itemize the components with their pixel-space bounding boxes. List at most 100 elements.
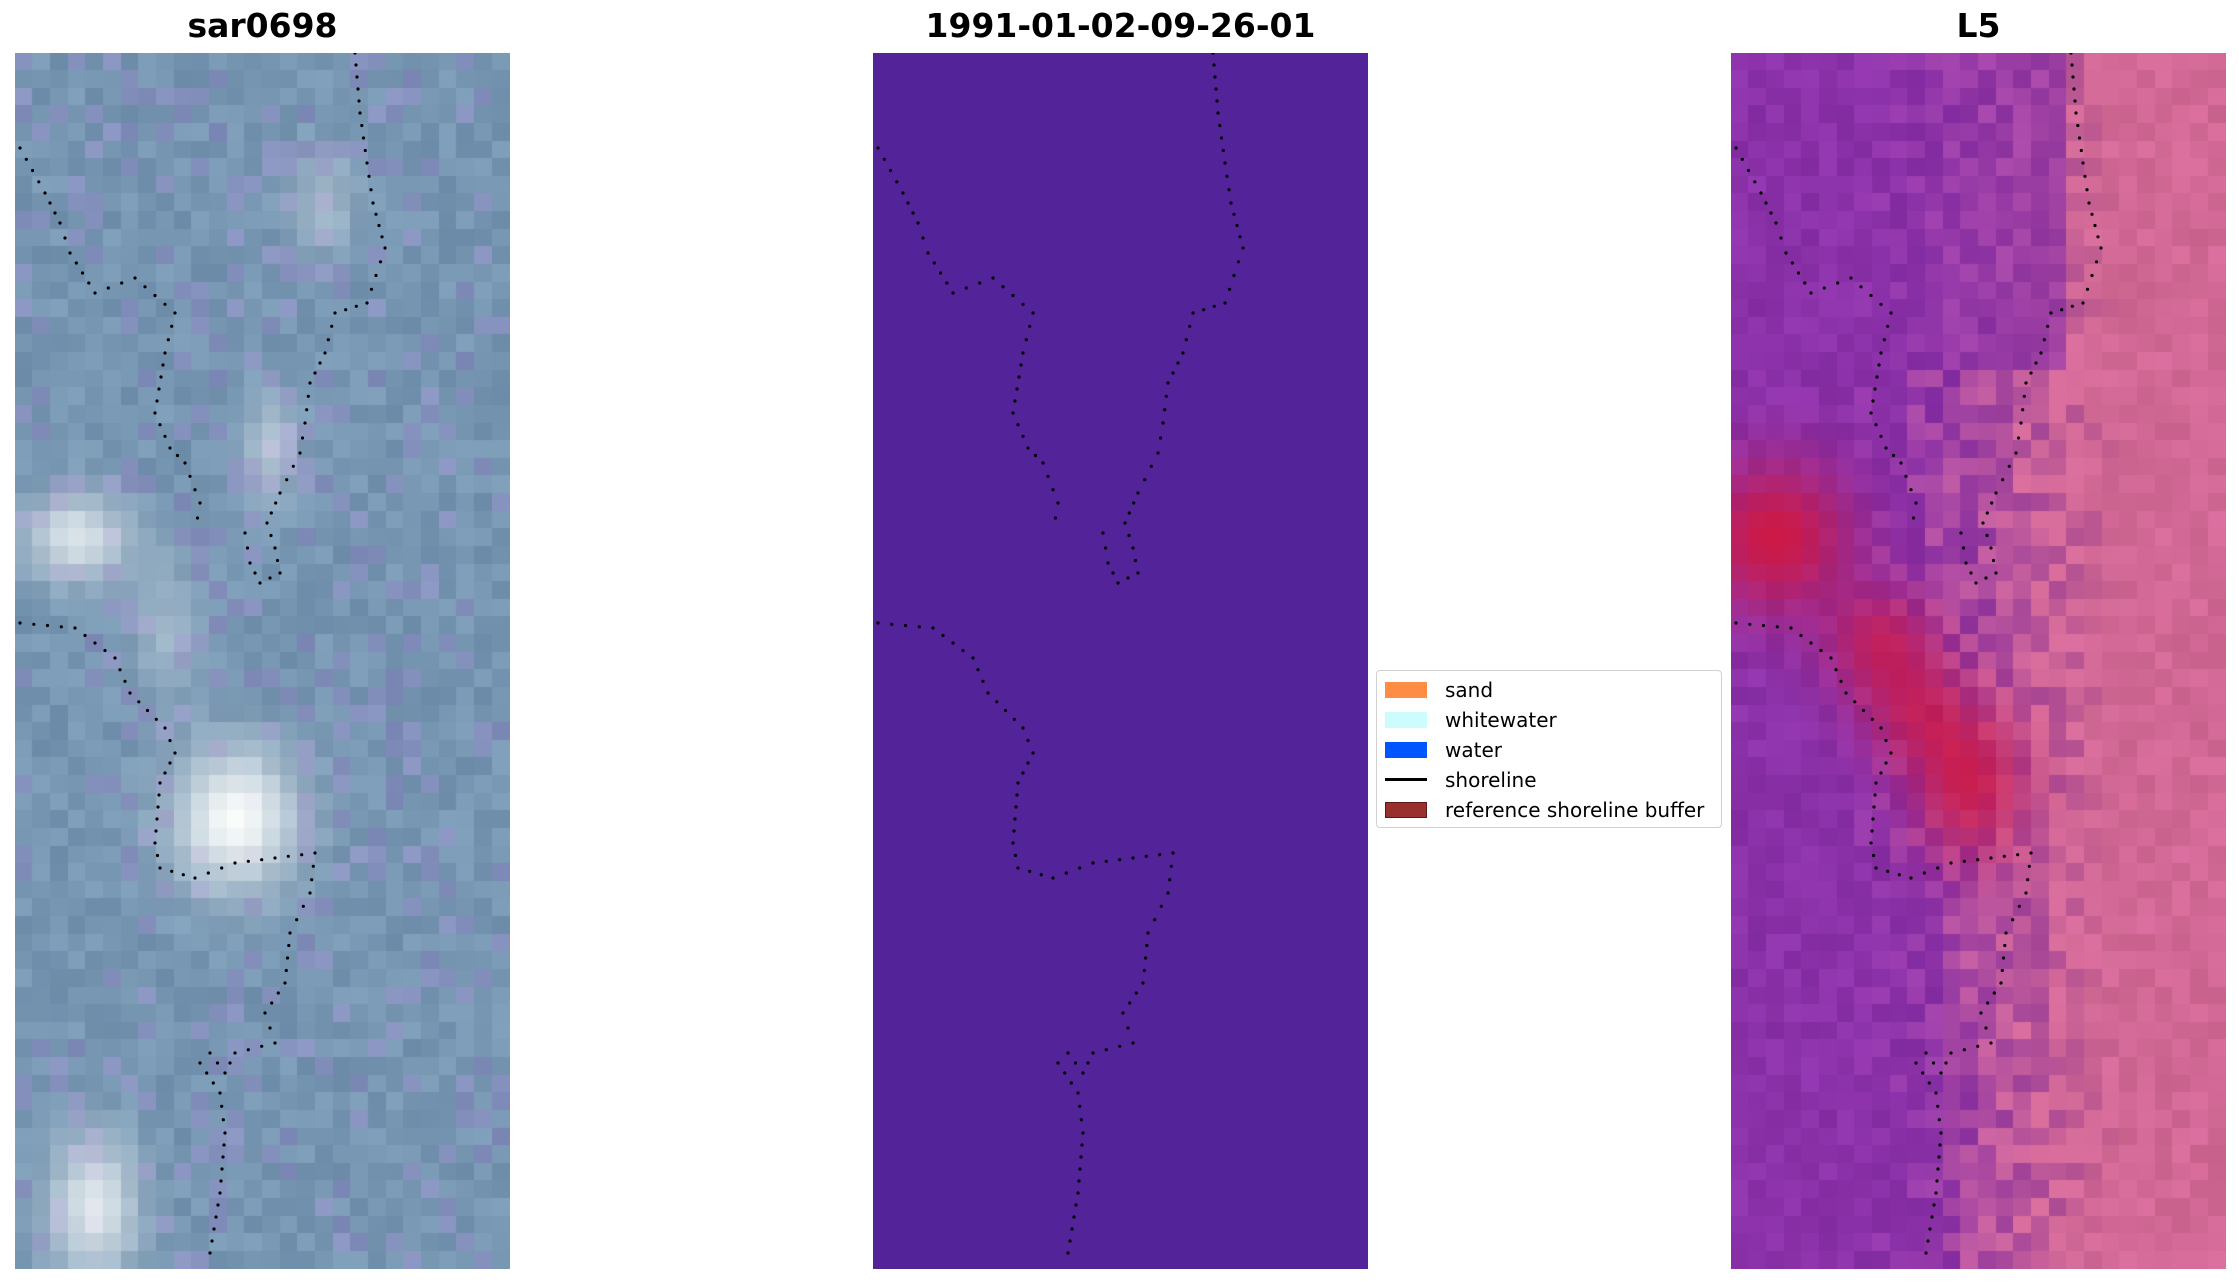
shoreline-point xyxy=(1822,286,1826,290)
shoreline-point xyxy=(916,221,920,225)
shoreline-point xyxy=(243,531,247,535)
shoreline-point xyxy=(921,236,925,240)
shoreline-point xyxy=(1959,531,1963,535)
shoreline-point xyxy=(1839,679,1843,683)
shoreline-point xyxy=(273,1041,277,1045)
shoreline-point xyxy=(1223,161,1227,165)
shoreline-point xyxy=(1012,829,1016,833)
shoreline-point xyxy=(369,188,373,192)
shoreline-point xyxy=(1028,869,1032,873)
shoreline-point xyxy=(1013,853,1018,858)
shoreline-point xyxy=(1166,381,1170,385)
shoreline-point xyxy=(1927,1081,1931,1085)
shoreline-point xyxy=(188,474,192,478)
shoreline-point xyxy=(1734,146,1738,150)
shoreline-point xyxy=(73,626,77,630)
shoreline-point xyxy=(198,501,202,505)
shoreline-point xyxy=(1939,1071,1943,1075)
shoreline-overlay xyxy=(1734,53,2103,1255)
shoreline-point xyxy=(1874,866,1878,870)
shoreline-overlay xyxy=(18,53,387,1255)
shoreline-point xyxy=(1169,864,1173,868)
shoreline-point xyxy=(1074,1203,1078,1207)
shoreline-point xyxy=(1127,533,1131,538)
shoreline-point xyxy=(1168,878,1172,882)
shoreline-point xyxy=(1869,841,1873,845)
shoreline-point xyxy=(286,854,290,858)
shoreline-point xyxy=(1126,1026,1130,1030)
shoreline-point xyxy=(2049,311,2053,315)
shoreline-point xyxy=(1028,324,1032,328)
shoreline-point xyxy=(1962,1048,1966,1052)
shoreline-point xyxy=(991,276,995,280)
shoreline-point xyxy=(1015,793,1019,797)
rgb-image xyxy=(15,53,510,1269)
shoreline-point xyxy=(1016,781,1020,785)
shoreline-point xyxy=(1746,168,1751,173)
shoreline-point xyxy=(274,501,278,505)
shoreline-point xyxy=(1761,623,1766,628)
shoreline-point xyxy=(1877,363,1881,367)
shoreline-point xyxy=(1171,851,1175,855)
shoreline-point xyxy=(1774,221,1778,225)
shoreline-point xyxy=(106,286,110,290)
shoreline-point xyxy=(93,291,97,295)
shoreline-point xyxy=(951,291,955,295)
shoreline-point xyxy=(118,668,122,672)
shoreline-point xyxy=(1081,1071,1085,1075)
shoreline-point xyxy=(170,324,174,328)
shoreline-point xyxy=(1873,387,1877,391)
shoreline-point xyxy=(903,623,908,628)
shoreline-point xyxy=(1101,531,1105,535)
shoreline-point xyxy=(1015,387,1019,391)
panel-title-index: L5 xyxy=(1956,6,2001,45)
shoreline-point xyxy=(1021,351,1025,355)
shoreline-point xyxy=(1072,1215,1076,1219)
shoreline-point xyxy=(2046,324,2050,328)
shoreline-point xyxy=(1238,235,1242,239)
shoreline-point xyxy=(1235,223,1239,228)
shoreline-point xyxy=(175,453,180,458)
shoreline-overlay xyxy=(876,53,1245,1255)
shoreline-point xyxy=(173,311,177,315)
shoreline-point xyxy=(218,1091,222,1095)
shoreline-point xyxy=(1759,191,1763,195)
shoreline-point xyxy=(2017,904,2021,908)
sand-swatch xyxy=(1385,682,1427,698)
shoreline-point xyxy=(380,235,384,239)
shoreline-point xyxy=(1764,201,1768,205)
shoreline-point xyxy=(214,1215,218,1219)
shoreline-point xyxy=(1070,1227,1074,1231)
shoreline-point xyxy=(1809,641,1813,645)
shoreline-point xyxy=(2085,188,2089,192)
shoreline-point xyxy=(1879,434,1883,438)
shoreline-point xyxy=(986,691,990,695)
shoreline-point xyxy=(1871,399,1875,403)
legend-label: whitewater xyxy=(1445,708,1557,732)
whitewater-swatch xyxy=(1385,712,1427,728)
shoreline-point xyxy=(1033,453,1038,458)
shoreline-point xyxy=(1949,1051,1953,1055)
shoreline-point xyxy=(1026,446,1030,450)
shoreline-point xyxy=(1223,301,1227,305)
shoreline-point xyxy=(1740,157,1744,161)
shoreline-point xyxy=(2071,75,2075,79)
shoreline-point xyxy=(1039,873,1043,877)
shoreline-point xyxy=(233,1051,237,1055)
shoreline-point xyxy=(211,1081,215,1085)
shoreline-point xyxy=(245,546,250,550)
shoreline-point xyxy=(911,211,915,215)
shoreline-point xyxy=(306,394,310,398)
shoreline-point xyxy=(2001,478,2005,482)
shoreline-point xyxy=(2003,943,2007,948)
legend-item-water: water xyxy=(1377,737,1721,763)
shoreline-point xyxy=(2070,304,2074,308)
shoreline-point xyxy=(2002,854,2006,858)
shoreline-point xyxy=(1012,717,1016,721)
shoreline-point xyxy=(63,236,67,240)
shoreline-point xyxy=(1078,1167,1082,1171)
shoreline-point xyxy=(120,281,124,285)
shoreline-point xyxy=(2076,123,2080,128)
shoreline-point xyxy=(181,873,185,877)
shoreline-point xyxy=(170,869,174,873)
